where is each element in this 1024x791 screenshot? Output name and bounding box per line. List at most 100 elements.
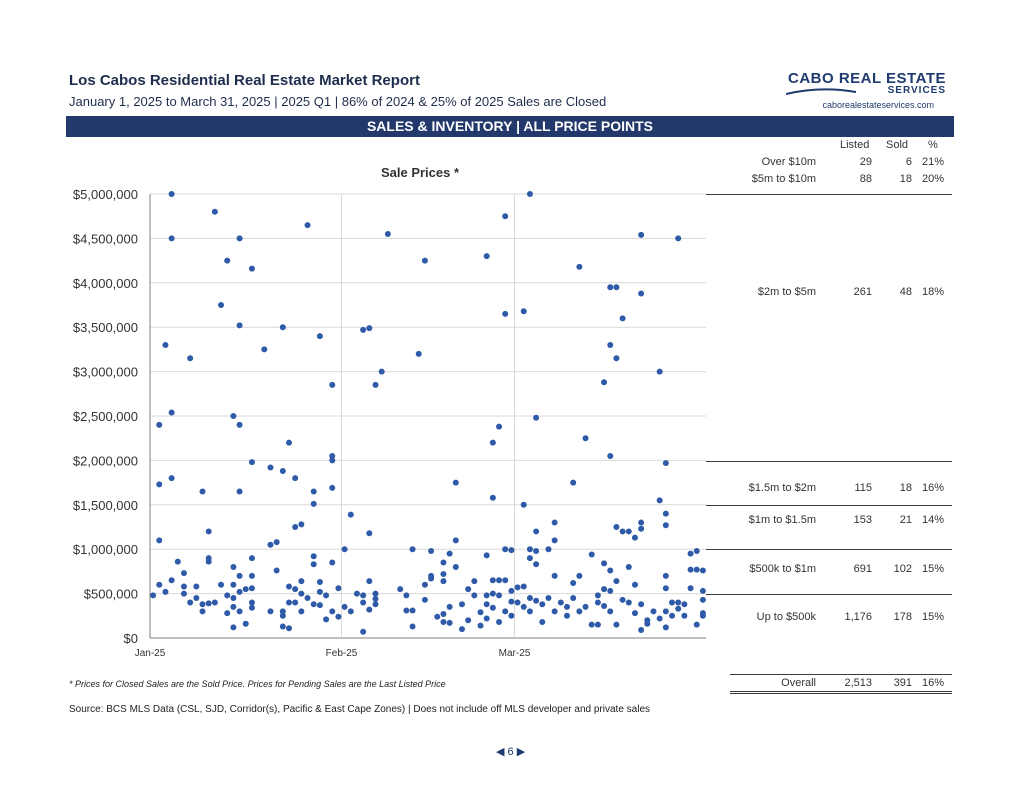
data-point: [174, 558, 181, 565]
row-label: $2m to $5m: [757, 286, 816, 298]
col-header-listed: Listed: [840, 139, 870, 151]
previous-page-icon[interactable]: ◀: [496, 746, 505, 758]
data-point: [205, 528, 212, 535]
data-point: [335, 613, 342, 620]
data-point: [594, 621, 601, 628]
data-point: [403, 607, 410, 614]
logo-swoosh-icon: [786, 88, 856, 95]
data-point: [681, 612, 688, 619]
data-point: [607, 567, 614, 574]
table-divider: [706, 461, 952, 462]
data-point: [625, 599, 632, 606]
data-point: [304, 222, 311, 229]
data-point: [230, 603, 237, 610]
data-point: [502, 608, 509, 615]
row-sold: 391: [893, 677, 912, 689]
data-point: [458, 626, 465, 633]
table-divider: [730, 691, 952, 692]
row-label: $1.5m to $2m: [748, 482, 816, 494]
data-point: [662, 624, 669, 631]
data-point: [316, 588, 323, 595]
table-divider: [730, 693, 952, 694]
table-row: $2m to $5m 261 48 18%: [706, 286, 952, 300]
data-point: [162, 341, 169, 348]
data-point: [526, 595, 533, 602]
data-point: [236, 322, 243, 329]
data-point: [631, 581, 638, 588]
data-point: [607, 452, 614, 459]
x-tick-label: Feb-25: [326, 648, 358, 659]
col-header-sold: Sold: [886, 139, 909, 151]
data-point: [279, 623, 286, 630]
row-pct: 20%: [921, 173, 944, 185]
data-point: [298, 590, 305, 597]
data-point: [662, 608, 669, 615]
logo-url: caborealestateservices.com: [822, 100, 934, 110]
data-point: [286, 599, 292, 606]
data-point: [526, 546, 533, 553]
data-point: [248, 585, 255, 592]
data-point: [409, 607, 416, 614]
data-point: [162, 588, 169, 595]
data-point: [669, 612, 676, 619]
report-subtitle: January 1, 2025 to March 31, 2025 | 2025…: [69, 94, 607, 109]
data-point: [236, 421, 243, 428]
data-point: [310, 561, 317, 568]
data-point: [440, 611, 447, 618]
data-point: [483, 592, 490, 599]
data-point: [218, 302, 225, 308]
data-point: [366, 606, 373, 613]
data-point: [638, 627, 645, 634]
data-point: [576, 608, 583, 615]
data-point: [576, 263, 583, 270]
data-point: [551, 519, 558, 526]
data-point: [526, 608, 533, 615]
data-point: [638, 231, 645, 238]
data-point: [446, 603, 453, 610]
data-point: [248, 572, 255, 579]
data-point: [366, 530, 373, 537]
data-point: [564, 603, 570, 610]
data-point: [607, 587, 614, 594]
data-point: [168, 191, 175, 197]
table-divider: [706, 194, 952, 195]
row-listed: 88: [859, 173, 872, 185]
data-point: [613, 524, 620, 530]
source-note: Source: BCS MLS Data (CSL, SJD, Corridor…: [69, 704, 651, 715]
data-point: [452, 479, 459, 486]
table-divider: [706, 549, 952, 550]
y-tick-label: $3,000,000: [73, 365, 138, 380]
y-tick-label: $4,000,000: [73, 276, 138, 291]
data-point: [236, 488, 243, 495]
data-point: [199, 488, 206, 495]
data-point: [248, 599, 255, 606]
data-point: [360, 628, 367, 635]
table-row: Up to $500k 1,176 178 15%: [706, 611, 952, 625]
data-point: [384, 230, 391, 237]
data-point: [316, 333, 323, 340]
data-point: [329, 457, 336, 464]
next-page-icon[interactable]: ▶: [516, 746, 526, 758]
row-pct: 16%: [921, 677, 944, 689]
data-point: [471, 578, 478, 585]
data-point: [638, 519, 645, 526]
data-point: [452, 537, 459, 544]
data-point: [625, 563, 632, 570]
data-point: [267, 608, 274, 615]
data-point: [397, 586, 404, 593]
data-point: [409, 546, 416, 553]
row-sold: 21: [899, 514, 912, 526]
data-point: [533, 597, 540, 604]
data-point: [619, 528, 626, 535]
data-point: [551, 608, 558, 615]
data-point: [292, 599, 299, 606]
data-point: [483, 601, 490, 608]
data-point: [298, 521, 305, 528]
row-listed: 1,176: [844, 611, 872, 623]
data-point: [520, 583, 527, 590]
data-point: [347, 608, 354, 615]
data-point: [168, 235, 175, 242]
data-point: [211, 208, 218, 215]
data-point: [533, 561, 540, 568]
data-point: [452, 563, 459, 570]
